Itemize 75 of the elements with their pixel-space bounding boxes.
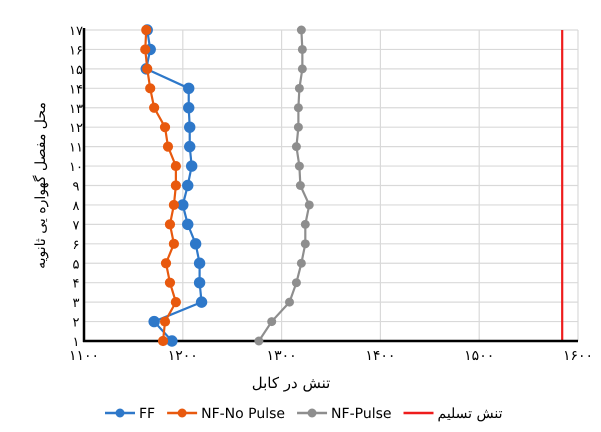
x-tick-label: ۱۱۰۰ <box>68 348 100 364</box>
point <box>148 316 160 328</box>
x-tick-label: ۱۴۰۰ <box>365 348 396 364</box>
point <box>296 26 306 34</box>
point <box>160 122 170 132</box>
point <box>166 335 178 347</box>
point <box>149 102 160 113</box>
point <box>170 297 181 308</box>
x-tick-label: ۱۶۰۰ <box>562 348 594 364</box>
x-tick-label: ۱۵۰۰ <box>464 348 494 364</box>
point <box>294 122 303 132</box>
y-tick-label: ۱۴ <box>69 82 83 98</box>
point <box>168 200 180 210</box>
legend-label: NF-Pulse <box>331 406 392 422</box>
point <box>298 64 307 74</box>
point <box>296 181 305 190</box>
y-tick-label: ۱۱ <box>69 140 83 156</box>
y-tick-label: ۹ <box>72 180 80 194</box>
point <box>285 298 294 307</box>
point <box>190 238 202 250</box>
point <box>184 140 196 152</box>
y-tick-label: ۵ <box>72 257 80 272</box>
point <box>184 121 196 133</box>
point <box>168 238 180 249</box>
legend-label: NF-No Pulse <box>201 406 286 422</box>
point <box>300 220 310 229</box>
y-tick-label: ۱۷ <box>69 24 83 39</box>
y-tick-label: ۱ <box>72 335 80 350</box>
point <box>294 162 304 171</box>
point <box>183 82 194 94</box>
y-tick-label: ۴ <box>72 276 80 292</box>
point <box>267 317 276 326</box>
y-tick-label: ۲ <box>72 316 80 331</box>
y-tick-label: ۱۰ <box>69 160 83 176</box>
point <box>160 258 172 268</box>
point <box>177 199 188 211</box>
y-tick-label: ۱۳ <box>69 102 83 117</box>
x-tick-label: ۱۳۰۰ <box>266 348 297 364</box>
point <box>194 276 206 288</box>
y-tick-label: ۱۵ <box>69 62 83 78</box>
y-tick-label: ۱۶ <box>69 43 83 58</box>
legend-label: تنش تسلیم <box>438 406 503 422</box>
point <box>292 278 301 288</box>
point <box>254 336 264 346</box>
point <box>182 180 194 192</box>
point <box>158 336 168 346</box>
point <box>182 218 194 230</box>
point <box>170 180 181 191</box>
x-axis-title: تنش در کابل <box>252 374 330 392</box>
point <box>162 142 174 152</box>
point <box>298 44 307 54</box>
point <box>296 258 306 268</box>
y-tick-label: ۷ <box>72 218 80 234</box>
point <box>304 200 314 210</box>
x-tick-label: ۱۲۰۰ <box>168 348 198 364</box>
point <box>196 296 208 308</box>
y-tick-label: ۳ <box>72 296 80 312</box>
point <box>294 103 303 112</box>
point <box>160 316 170 327</box>
legend-label: FF <box>139 406 156 422</box>
y-axis-title: محل مفصل گهواره یی ثانویه <box>32 102 49 269</box>
point <box>300 239 310 248</box>
y-tick-label: ۶ <box>72 238 80 253</box>
point <box>183 102 194 114</box>
point <box>292 142 301 152</box>
y-tick-label: ۸ <box>72 198 80 214</box>
point <box>186 160 198 172</box>
point <box>145 83 156 94</box>
y-tick-label: ۱۲ <box>69 121 83 136</box>
point <box>294 84 304 93</box>
point <box>170 160 181 172</box>
point <box>164 278 176 288</box>
point <box>194 258 206 269</box>
point <box>140 44 150 55</box>
point <box>164 219 176 230</box>
